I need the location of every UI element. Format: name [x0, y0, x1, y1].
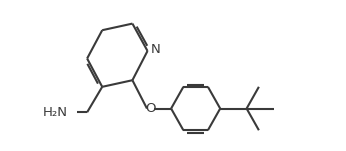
- Text: O: O: [145, 102, 156, 115]
- Text: N: N: [151, 43, 160, 56]
- Text: H₂N: H₂N: [43, 106, 68, 119]
